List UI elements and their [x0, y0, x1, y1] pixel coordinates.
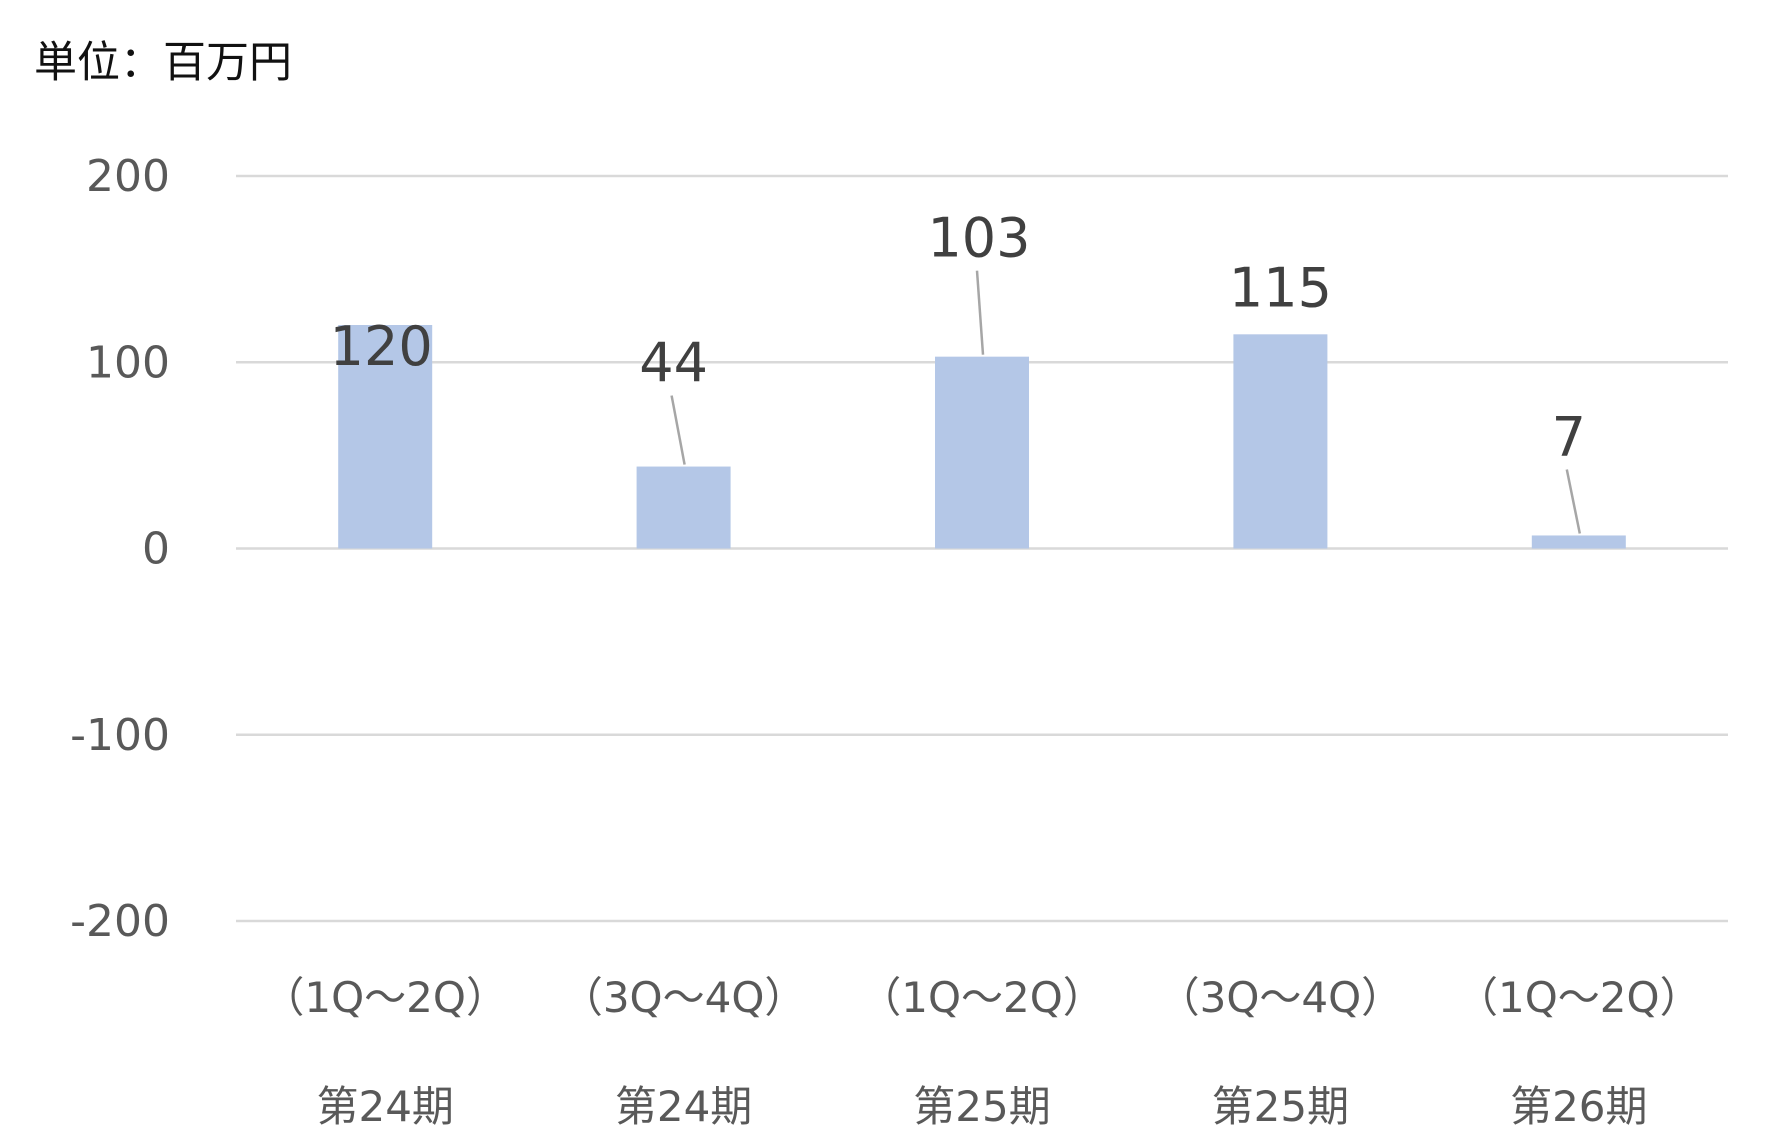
bar [1233, 334, 1328, 549]
data-label: 7 [1552, 405, 1586, 468]
leader-line [670, 395, 686, 465]
data-label: 44 [639, 332, 708, 395]
y-tick-label: 100 [86, 337, 170, 388]
x-tick-label-period: （1Q～2Q） [1456, 973, 1702, 1022]
y-tick-label: 0 [142, 524, 170, 575]
x-tick-label-period: （3Q～4Q） [1158, 973, 1404, 1022]
bar [1531, 535, 1626, 549]
x-tick-label-term: 第24期 [615, 1082, 752, 1131]
bar [338, 325, 433, 549]
x-tick-label-term: 第24期 [316, 1082, 453, 1131]
data-label: 103 [927, 207, 1030, 270]
leader-line [1565, 469, 1582, 534]
x-tick-label-period: （3Q～4Q） [561, 973, 807, 1022]
x-tick-label-term: 第26期 [1510, 1082, 1647, 1131]
x-tick-label-term: 第25期 [1212, 1082, 1349, 1131]
y-tick-label: -200 [70, 896, 170, 947]
unit-label: 単位：百万円 [34, 38, 292, 88]
data-label: 120 [330, 315, 433, 378]
x-tick-label-term: 第25期 [913, 1082, 1050, 1131]
bar [935, 356, 1029, 549]
y-tick-label: -100 [70, 710, 170, 761]
y-tick-label: 200 [86, 151, 170, 202]
leader-line [975, 270, 985, 355]
bar [636, 466, 731, 549]
x-tick-label-period: （1Q～2Q） [859, 973, 1105, 1022]
x-tick-label-period: （1Q～2Q） [262, 973, 508, 1022]
data-label: 115 [1229, 256, 1332, 319]
